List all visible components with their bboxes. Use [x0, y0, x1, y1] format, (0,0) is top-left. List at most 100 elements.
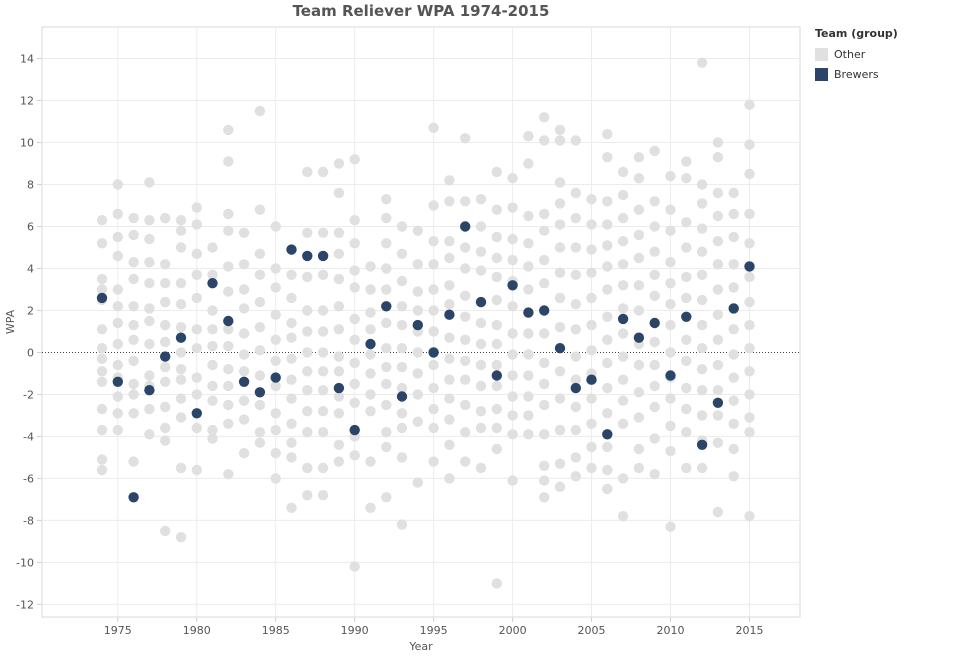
point-other[interactable] — [681, 334, 692, 345]
point-other[interactable] — [712, 187, 724, 199]
point-brewers[interactable] — [728, 303, 739, 314]
point-other[interactable] — [428, 236, 439, 247]
point-other[interactable] — [696, 57, 708, 68]
point-other[interactable] — [302, 227, 313, 238]
point-other[interactable] — [175, 215, 187, 226]
point-other[interactable] — [112, 179, 124, 190]
point-other[interactable] — [491, 578, 502, 589]
point-other[interactable] — [712, 309, 724, 320]
point-other[interactable] — [712, 236, 724, 247]
point-other[interactable] — [96, 238, 108, 249]
point-other[interactable] — [507, 301, 518, 312]
point-other[interactable] — [696, 410, 708, 421]
point-other[interactable] — [728, 208, 739, 220]
point-other[interactable] — [302, 462, 313, 474]
point-other[interactable] — [302, 366, 313, 377]
point-other[interactable] — [681, 462, 692, 474]
point-other[interactable] — [539, 278, 550, 289]
point-other[interactable] — [728, 259, 739, 270]
point-other[interactable] — [444, 299, 455, 310]
point-other[interactable] — [412, 477, 423, 488]
point-other[interactable] — [207, 433, 218, 444]
point-brewers[interactable] — [270, 372, 281, 383]
point-other[interactable] — [160, 435, 171, 446]
point-other[interactable] — [586, 292, 597, 304]
point-other[interactable] — [128, 212, 139, 224]
point-other[interactable] — [728, 282, 739, 293]
point-other[interactable] — [554, 292, 566, 304]
point-other[interactable] — [428, 305, 439, 316]
point-brewers[interactable] — [207, 278, 218, 289]
point-other[interactable] — [712, 259, 724, 270]
point-other[interactable] — [428, 122, 439, 133]
point-other[interactable] — [507, 391, 518, 402]
point-other[interactable] — [444, 196, 455, 207]
point-other[interactable] — [444, 353, 455, 364]
point-other[interactable] — [554, 124, 566, 136]
point-other[interactable] — [128, 408, 139, 419]
point-other[interactable] — [381, 212, 392, 224]
point-other[interactable] — [191, 372, 202, 383]
point-other[interactable] — [696, 462, 708, 474]
point-brewers[interactable] — [475, 296, 487, 308]
point-other[interactable] — [396, 382, 408, 394]
point-other[interactable] — [523, 238, 534, 249]
point-other[interactable] — [128, 389, 139, 400]
point-other[interactable] — [507, 233, 518, 245]
point-other[interactable] — [586, 462, 597, 474]
point-other[interactable] — [144, 177, 155, 188]
point-other[interactable] — [665, 347, 676, 358]
point-other[interactable] — [270, 380, 281, 392]
point-brewers[interactable] — [191, 408, 202, 419]
point-other[interactable] — [191, 219, 202, 230]
point-brewers[interactable] — [96, 292, 108, 304]
point-other[interactable] — [381, 399, 392, 411]
point-other[interactable] — [475, 221, 487, 232]
point-other[interactable] — [712, 137, 724, 148]
point-brewers[interactable] — [460, 221, 471, 232]
point-other[interactable] — [617, 328, 629, 339]
point-other[interactable] — [602, 196, 613, 207]
point-other[interactable] — [602, 408, 613, 419]
point-other[interactable] — [665, 204, 676, 215]
point-other[interactable] — [570, 452, 581, 463]
legend-item-other[interactable]: Other — [815, 44, 898, 64]
point-brewers[interactable] — [665, 370, 676, 381]
point-other[interactable] — [460, 263, 471, 274]
point-other[interactable] — [649, 269, 660, 280]
point-other[interactable] — [665, 445, 676, 457]
point-other[interactable] — [460, 334, 471, 345]
point-other[interactable] — [428, 456, 439, 467]
point-other[interactable] — [728, 324, 739, 335]
point-other[interactable] — [491, 271, 502, 283]
point-other[interactable] — [270, 263, 281, 274]
point-other[interactable] — [396, 275, 408, 287]
point-other[interactable] — [712, 334, 724, 345]
point-other[interactable] — [381, 317, 392, 329]
point-other[interactable] — [175, 242, 187, 253]
point-other[interactable] — [160, 376, 171, 387]
point-other[interactable] — [633, 252, 645, 264]
point-other[interactable] — [238, 395, 250, 406]
point-other[interactable] — [191, 422, 202, 434]
point-other[interactable] — [254, 105, 266, 117]
point-other[interactable] — [396, 452, 408, 463]
point-other[interactable] — [696, 269, 708, 280]
point-other[interactable] — [617, 259, 629, 270]
point-other[interactable] — [396, 319, 408, 331]
point-brewers[interactable] — [681, 311, 692, 322]
point-other[interactable] — [428, 422, 439, 434]
point-other[interactable] — [317, 166, 329, 178]
point-other[interactable] — [144, 429, 155, 440]
point-other[interactable] — [333, 456, 345, 467]
point-other[interactable] — [428, 200, 439, 211]
point-other[interactable] — [712, 385, 724, 396]
point-other[interactable] — [728, 443, 739, 455]
point-other[interactable] — [539, 475, 550, 486]
point-other[interactable] — [460, 427, 471, 438]
point-brewers[interactable] — [254, 387, 266, 398]
point-other[interactable] — [744, 412, 755, 423]
point-other[interactable] — [602, 219, 613, 230]
point-brewers[interactable] — [286, 244, 297, 255]
point-other[interactable] — [381, 427, 392, 438]
